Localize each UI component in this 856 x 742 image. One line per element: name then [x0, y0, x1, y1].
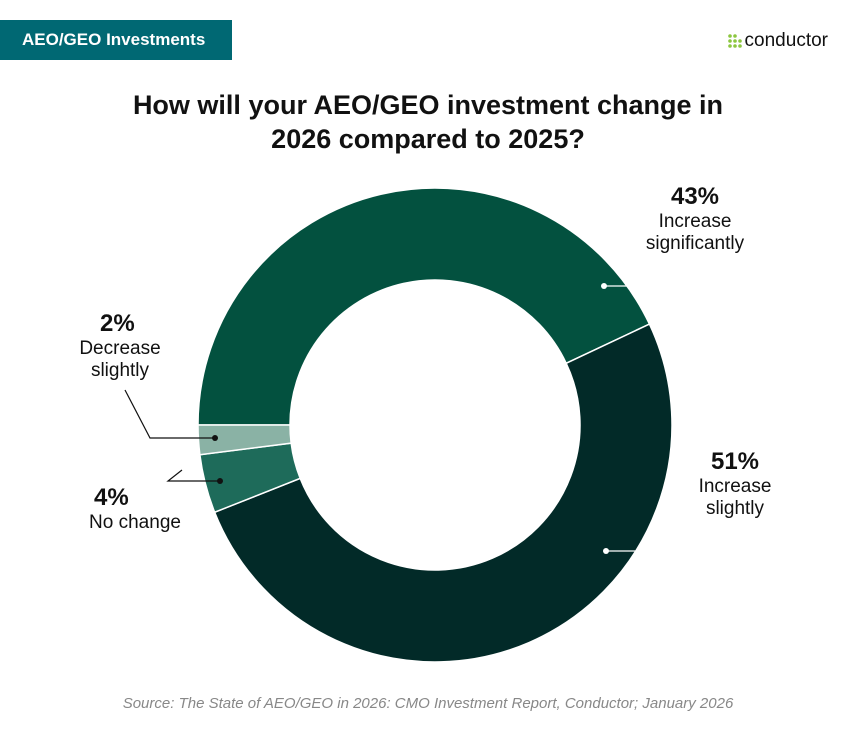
chart-title: How will your AEO/GEO investment change …	[132, 90, 724, 154]
section-badge: AEO/GEO Investments	[0, 20, 232, 60]
label-no-change: 4% No change	[89, 484, 181, 533]
leader-line	[124, 389, 215, 439]
slice-increase-slightly	[213, 323, 673, 663]
leader-dot	[601, 283, 607, 289]
logo-text: conductor	[744, 30, 828, 51]
source-note: Source: The State of AEO/GEO in 2026: CM…	[122, 695, 734, 712]
leader-line	[166, 469, 220, 482]
leader-dot	[212, 435, 218, 441]
leader-line	[606, 519, 739, 552]
slice-increase-significantly	[197, 187, 651, 426]
label-increase-significantly: 43% Increase significantly	[645, 183, 745, 254]
conductor-logo: conductor	[727, 30, 828, 52]
leader-line	[604, 257, 706, 287]
leader-dot	[603, 548, 609, 554]
leader-dot	[217, 478, 223, 484]
logo-dots-icon	[727, 34, 742, 48]
label-decrease-slightly: 2% Decrease slightly	[79, 310, 161, 381]
label-increase-slightly: 51% Increase slightly	[698, 448, 772, 519]
slice-decrease-slightly	[197, 424, 292, 456]
